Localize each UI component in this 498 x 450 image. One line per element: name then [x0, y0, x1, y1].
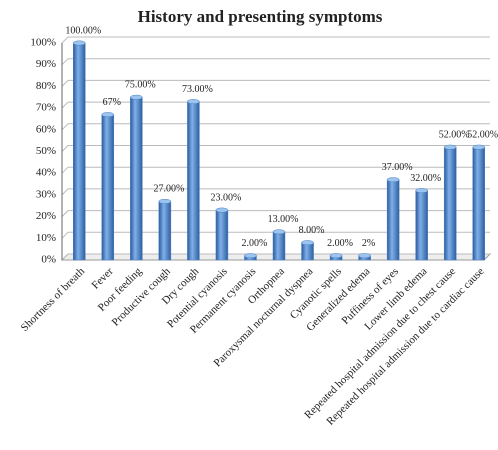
bar — [415, 190, 428, 261]
bar-cap — [158, 198, 172, 204]
bar — [158, 201, 172, 261]
value-label: 2.00% — [327, 238, 353, 249]
y-tick-label: 90% — [36, 58, 56, 70]
grid-line — [61, 166, 490, 174]
grid-line — [61, 253, 490, 261]
value-label: 23.00% — [211, 192, 242, 203]
y-tick-label: 10% — [36, 232, 56, 244]
y-tick-label: 30% — [36, 188, 56, 200]
bar-cap — [187, 99, 200, 105]
bar-cap — [215, 207, 229, 213]
value-label: 32.00% — [410, 173, 441, 184]
bar — [443, 146, 457, 261]
bar-cap — [472, 144, 485, 150]
bar — [472, 146, 485, 261]
bar — [130, 97, 143, 261]
grid-line — [61, 36, 490, 44]
bar-cap — [386, 177, 400, 183]
value-label: 73.00% — [182, 84, 213, 95]
grid-line — [61, 58, 490, 66]
bar-cap — [73, 40, 86, 46]
value-label: 75.00% — [125, 80, 156, 91]
value-label: 8.00% — [299, 225, 325, 236]
bar-cap — [329, 253, 343, 259]
value-label: 13.00% — [268, 214, 299, 225]
value-label: 27.00% — [153, 184, 184, 195]
grid-line — [61, 79, 490, 87]
grid-line — [61, 231, 490, 239]
bar-cap — [358, 253, 371, 259]
value-label: 67% — [103, 97, 121, 108]
x-tick-label: Shortness of breath — [19, 265, 88, 334]
x-tick-label: Fever — [90, 265, 116, 291]
value-label: 52.00% — [467, 129, 498, 140]
grid-line — [61, 123, 490, 131]
bar — [187, 101, 200, 261]
y-tick-label: 60% — [36, 123, 56, 135]
bar-cap — [301, 240, 314, 246]
chart-title: History and presenting symptoms — [138, 7, 383, 26]
bar — [73, 42, 86, 261]
y-tick-label: 80% — [36, 80, 56, 92]
bar-cap — [443, 144, 457, 150]
value-label: 100.00% — [65, 25, 101, 36]
bar — [101, 114, 115, 261]
grid-line — [61, 145, 490, 152]
bar — [215, 209, 229, 261]
bar — [301, 242, 314, 261]
bar-cap — [130, 94, 143, 100]
value-label: 2.00% — [242, 238, 268, 249]
bar — [386, 179, 400, 261]
y-tick-label: 0% — [41, 254, 56, 266]
y-tick-label: 50% — [36, 145, 56, 157]
y-tick-label: 100% — [30, 37, 56, 49]
bar-cap — [272, 229, 286, 235]
bar-cap — [244, 253, 257, 259]
grid-line — [61, 101, 490, 109]
grid-line — [61, 210, 490, 217]
y-tick-label: 20% — [36, 210, 56, 222]
bar-cap — [415, 188, 428, 194]
value-label: 37.00% — [382, 162, 413, 173]
value-label: 2% — [362, 238, 375, 249]
value-label: 52.00% — [439, 129, 470, 140]
y-tick-label: 40% — [36, 167, 56, 179]
bar — [272, 231, 286, 261]
grid-line — [61, 188, 490, 196]
bar-cap — [101, 112, 115, 118]
y-tick-label: 70% — [36, 102, 56, 114]
